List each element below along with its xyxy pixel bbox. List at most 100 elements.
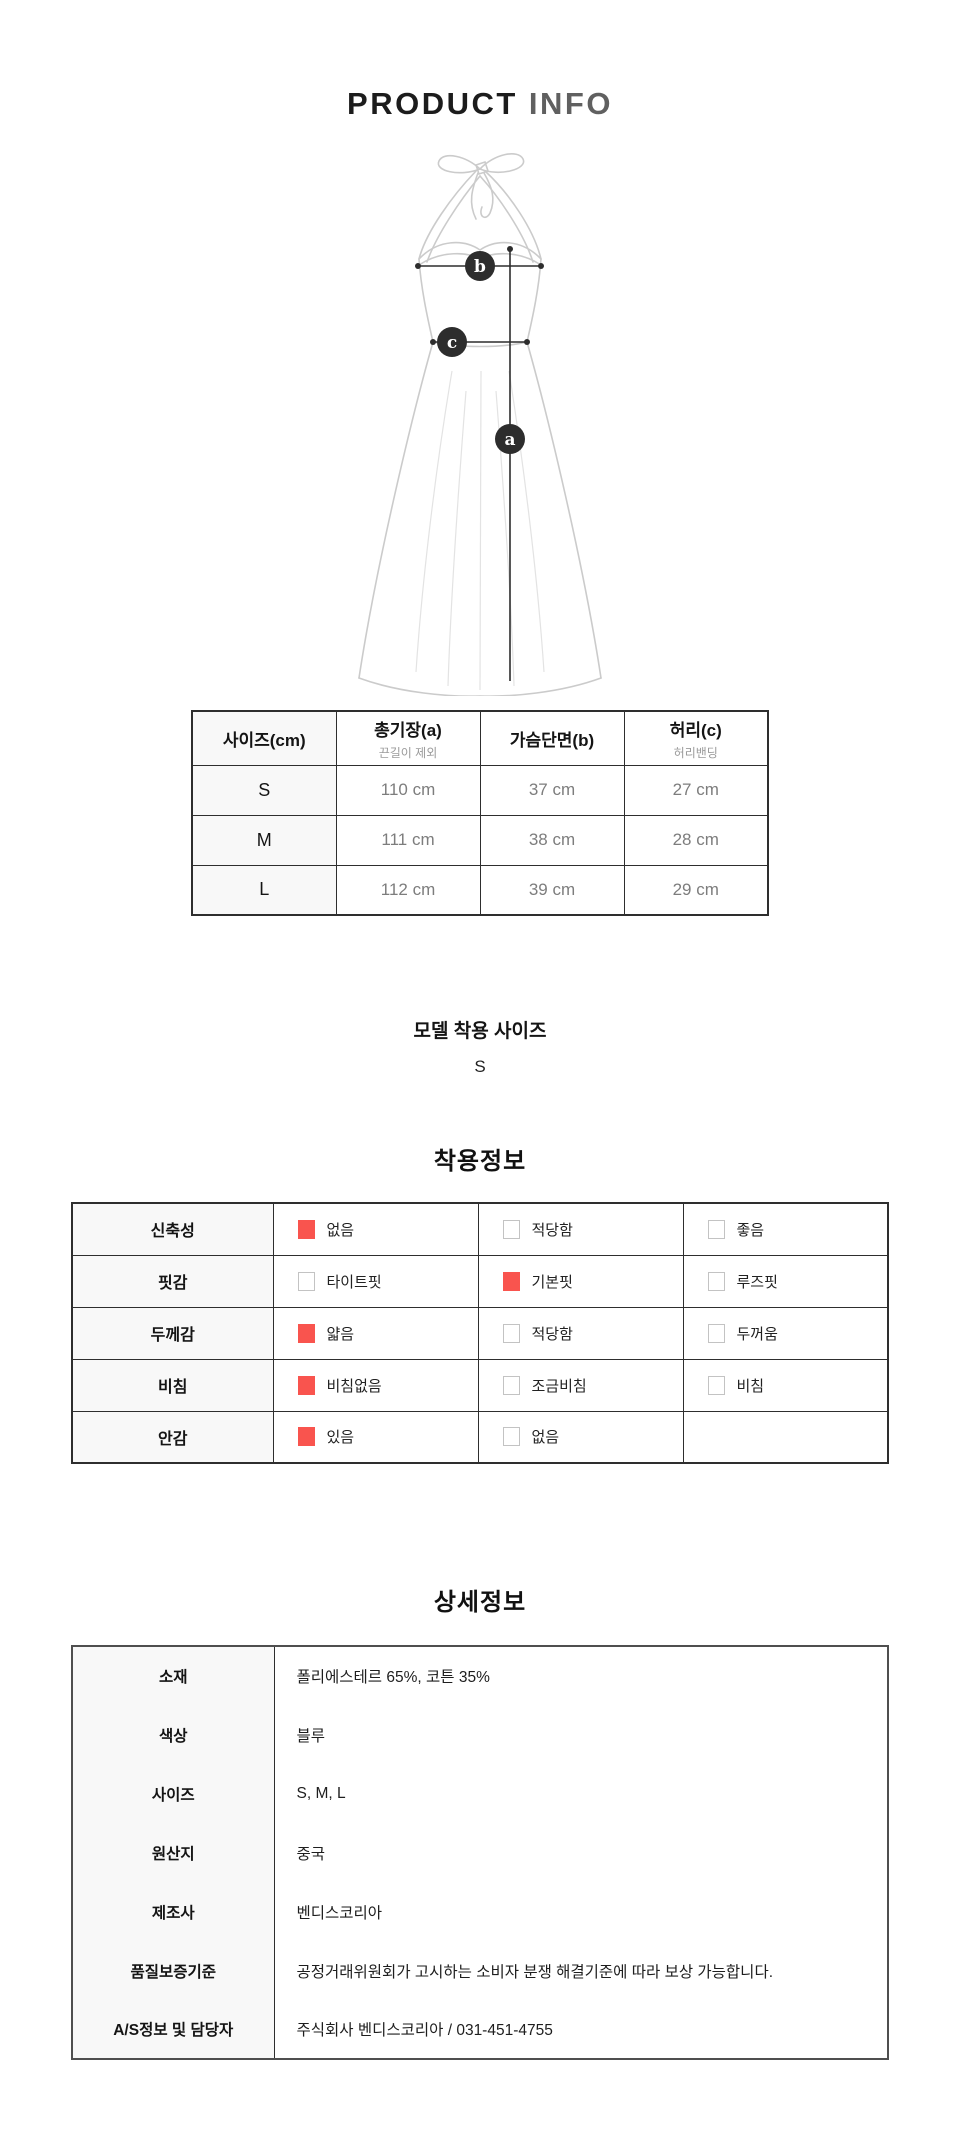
detail-row-label: 품질보증기준	[72, 1941, 275, 2000]
measure-badge-b	[465, 251, 495, 281]
size-value: 110 cm	[335, 764, 481, 816]
size-row-s: S 110 cm 37 cm 27 cm	[191, 764, 769, 816]
detail-row-value: 블루	[296, 1727, 326, 1745]
strap-right	[484, 170, 542, 260]
fit-option: 없음	[272, 1202, 479, 1256]
measure-label-a: a	[504, 430, 515, 450]
detail-row-value: 공정거래위원회가 고시하는 소비자 분쟁 해결기준에 따라 보상 가능합니다.	[296, 1963, 774, 1981]
fit-option-empty	[682, 1410, 889, 1464]
fit-row-label: 신축성	[71, 1202, 274, 1256]
bodice-side-right	[526, 258, 542, 343]
size-table-header: 허리(c) 허리밴딩	[623, 710, 769, 766]
measure-label-c: c	[447, 333, 457, 353]
fit-option-label: 타이트핏	[326, 1273, 382, 1291]
size-table-header: 가슴단면(b)	[479, 710, 625, 766]
fit-row-stretch: 신축성 없음 적당함 좋음	[71, 1202, 889, 1256]
model-size-label: 모델 착용 사이즈	[413, 1021, 547, 1042]
skirt-hem	[358, 677, 602, 696]
bow-tail-right	[480, 172, 494, 219]
skirt-fold	[508, 370, 545, 673]
detail-row-value: 벤디스코리아	[296, 1904, 383, 1922]
detail-info-heading: 상세정보	[433, 1589, 527, 1616]
bow-left-loop	[437, 154, 481, 174]
fit-option: 기본핏	[477, 1254, 684, 1308]
skirt-edge-left	[358, 341, 434, 679]
detail-row-label: 소재	[72, 1646, 275, 1705]
checkbox-icon	[707, 1323, 725, 1343]
skirt-fold	[447, 390, 467, 687]
fit-row-sheerness: 비침 비침없음 조금비침 비침	[71, 1358, 889, 1412]
fit-row-label: 두께감	[71, 1306, 274, 1360]
size-name: M	[191, 814, 337, 866]
size-value: 112 cm	[335, 864, 481, 916]
fit-row-label: 핏감	[71, 1254, 274, 1308]
detail-row-manufacturer: 제조사 벤디스코리아	[72, 1882, 888, 1941]
fit-option: 없음	[477, 1410, 684, 1464]
size-name: L	[191, 864, 337, 916]
detail-row-label: 사이즈	[72, 1764, 275, 1823]
page-title: PRODUCT INFO	[0, 0, 960, 122]
skirt-fold	[479, 370, 482, 691]
size-table: 사이즈(cm) 총기장(a) 끈길이 제외 가슴단면(b) 허리(c) 허리밴딩 S…	[191, 710, 769, 916]
checkbox-icon	[502, 1323, 520, 1343]
size-value: 37 cm	[479, 764, 625, 816]
detail-row-value: 폴리에스테르 65%, 코튼 35%	[296, 1669, 490, 1686]
bodice-side-left	[418, 258, 434, 343]
fit-option-label: 두꺼움	[736, 1325, 778, 1343]
dress-sketch: b c a	[358, 153, 602, 696]
skirt-fold	[415, 370, 453, 673]
detail-row-size: 사이즈 S, M, L	[72, 1764, 888, 1823]
detail-info-table: 소재 폴리에스테르 65%, 코튼 35% 색상 블루 사이즈 S, M, L …	[71, 1645, 889, 2060]
detail-row-value: 중국	[296, 1845, 326, 1863]
fit-option: 적당함	[477, 1202, 684, 1256]
measure-label-b: b	[474, 257, 486, 277]
checkbox-icon	[297, 1375, 315, 1395]
fit-row-fit: 핏감 타이트핏 기본핏 루즈핏	[71, 1254, 889, 1308]
fit-option: 두꺼움	[682, 1306, 889, 1360]
neckline-right	[479, 175, 534, 263]
fit-option-label: 없음	[531, 1429, 560, 1447]
fit-row-label: 비침	[71, 1358, 274, 1412]
fit-option-label: 없음	[326, 1221, 355, 1239]
measure-dot	[538, 263, 544, 269]
fit-option: 타이트핏	[272, 1254, 479, 1308]
fit-option-label: 적당함	[531, 1221, 573, 1239]
size-value: 29 cm	[623, 864, 769, 916]
checkbox-icon	[707, 1375, 725, 1395]
checkbox-icon	[297, 1323, 315, 1343]
fit-option-label: 있음	[326, 1429, 355, 1447]
fit-row-lining: 안감 있음 없음	[71, 1410, 889, 1464]
size-value: 39 cm	[479, 864, 625, 916]
checkbox-icon	[297, 1219, 315, 1239]
fit-option-label: 비침없음	[326, 1377, 382, 1395]
detail-row-warranty: 품질보증기준 공정거래위원회가 고시하는 소비자 분쟁 해결기준에 따라 보상 …	[72, 1941, 888, 2000]
fit-option: 비침	[682, 1358, 889, 1412]
fit-option: 얇음	[272, 1306, 479, 1360]
fit-option: 루즈핏	[682, 1254, 889, 1308]
fit-option: 적당함	[477, 1306, 684, 1360]
checkbox-icon	[502, 1427, 520, 1447]
fit-option: 조금비침	[477, 1358, 684, 1412]
strap-left	[418, 170, 477, 260]
measure-dot	[507, 246, 513, 252]
detail-row-label: 제조사	[72, 1882, 275, 1941]
fit-option: 있음	[272, 1410, 479, 1464]
measure-dot	[524, 339, 530, 345]
size-row-l: L 112 cm 39 cm 29 cm	[191, 864, 769, 916]
detail-row-color: 색상 블루	[72, 1705, 888, 1764]
dress-measurement-diagram: b c a	[0, 136, 960, 696]
fit-option-label: 조금비침	[531, 1377, 587, 1395]
page-title-info: INFO	[528, 86, 613, 121]
size-table-header: 사이즈(cm)	[191, 710, 337, 766]
fit-option-label: 적당함	[531, 1325, 573, 1343]
size-name: S	[191, 764, 337, 816]
neckline-left	[426, 175, 481, 263]
size-row-m: M 111 cm 38 cm 28 cm	[191, 814, 769, 866]
size-value: 38 cm	[479, 814, 625, 866]
detail-row-origin: 원산지 중국	[72, 1823, 888, 1882]
fit-row-label: 안감	[71, 1410, 274, 1464]
detail-row-material: 소재 폴리에스테르 65%, 코튼 35%	[72, 1646, 888, 1705]
bow-tail-left	[470, 172, 479, 220]
checkbox-icon	[502, 1271, 520, 1291]
